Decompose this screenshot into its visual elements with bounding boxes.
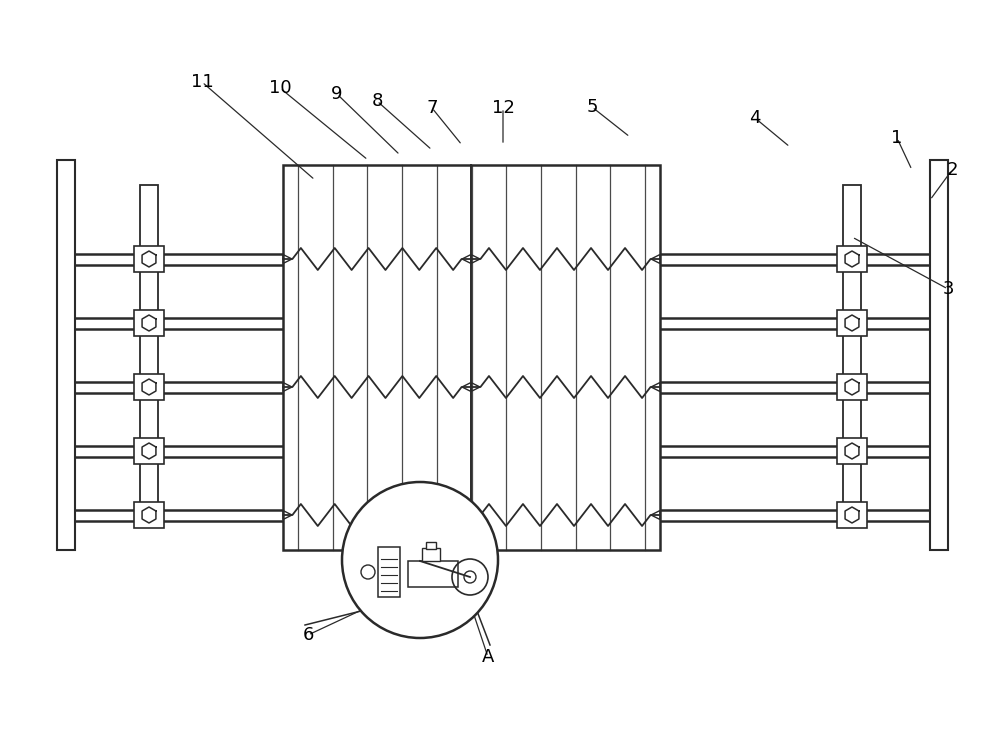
Text: 9: 9 (331, 85, 343, 103)
Bar (930, 160, 948, 550)
Bar (134, 438, 164, 464)
Bar (843, 185, 861, 525)
Bar (837, 374, 867, 400)
Text: A: A (482, 648, 494, 666)
Bar (426, 542, 436, 549)
Bar (837, 502, 867, 528)
Bar (408, 561, 458, 587)
Bar (134, 246, 164, 272)
Text: 1: 1 (891, 129, 903, 147)
Bar (57, 160, 75, 550)
Text: 4: 4 (749, 109, 761, 127)
Bar (134, 310, 164, 336)
Bar (283, 165, 660, 550)
Text: 11: 11 (191, 73, 213, 91)
Text: 7: 7 (426, 99, 438, 117)
Bar (134, 374, 164, 400)
Circle shape (342, 482, 498, 638)
Text: 3: 3 (942, 280, 954, 298)
Text: 12: 12 (492, 99, 514, 117)
Bar (422, 548, 440, 561)
Text: 2: 2 (946, 161, 958, 179)
Bar (837, 246, 867, 272)
Bar (837, 310, 867, 336)
Text: 8: 8 (371, 92, 383, 110)
Text: 6: 6 (302, 626, 314, 644)
Bar (134, 502, 164, 528)
Bar (837, 438, 867, 464)
Bar (140, 185, 158, 525)
Text: 5: 5 (586, 98, 598, 116)
Text: 10: 10 (269, 79, 291, 97)
Bar (378, 547, 400, 597)
